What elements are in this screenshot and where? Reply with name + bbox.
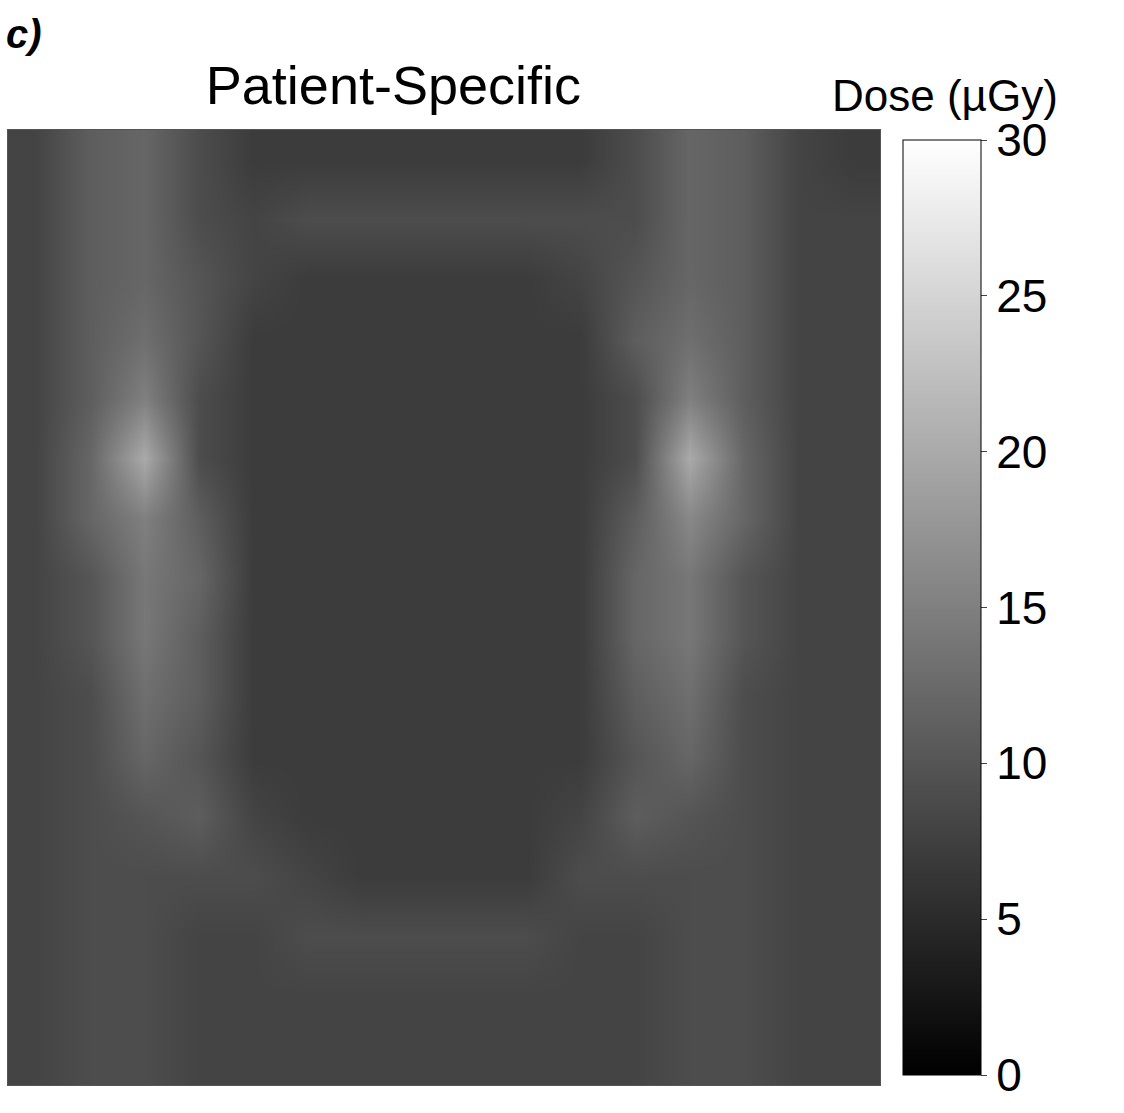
svg-text:c): c) xyxy=(6,12,42,56)
svg-text:10: 10 xyxy=(996,737,1047,789)
svg-text:Dose (µGy): Dose (µGy) xyxy=(832,71,1058,120)
svg-text:20: 20 xyxy=(996,426,1047,478)
svg-text:30: 30 xyxy=(996,114,1047,166)
svg-text:5: 5 xyxy=(996,893,1022,945)
svg-text:15: 15 xyxy=(996,582,1047,634)
svg-text:25: 25 xyxy=(996,270,1047,322)
svg-text:Patient-Specific: Patient-Specific xyxy=(206,55,581,115)
svg-text:0: 0 xyxy=(996,1049,1022,1101)
